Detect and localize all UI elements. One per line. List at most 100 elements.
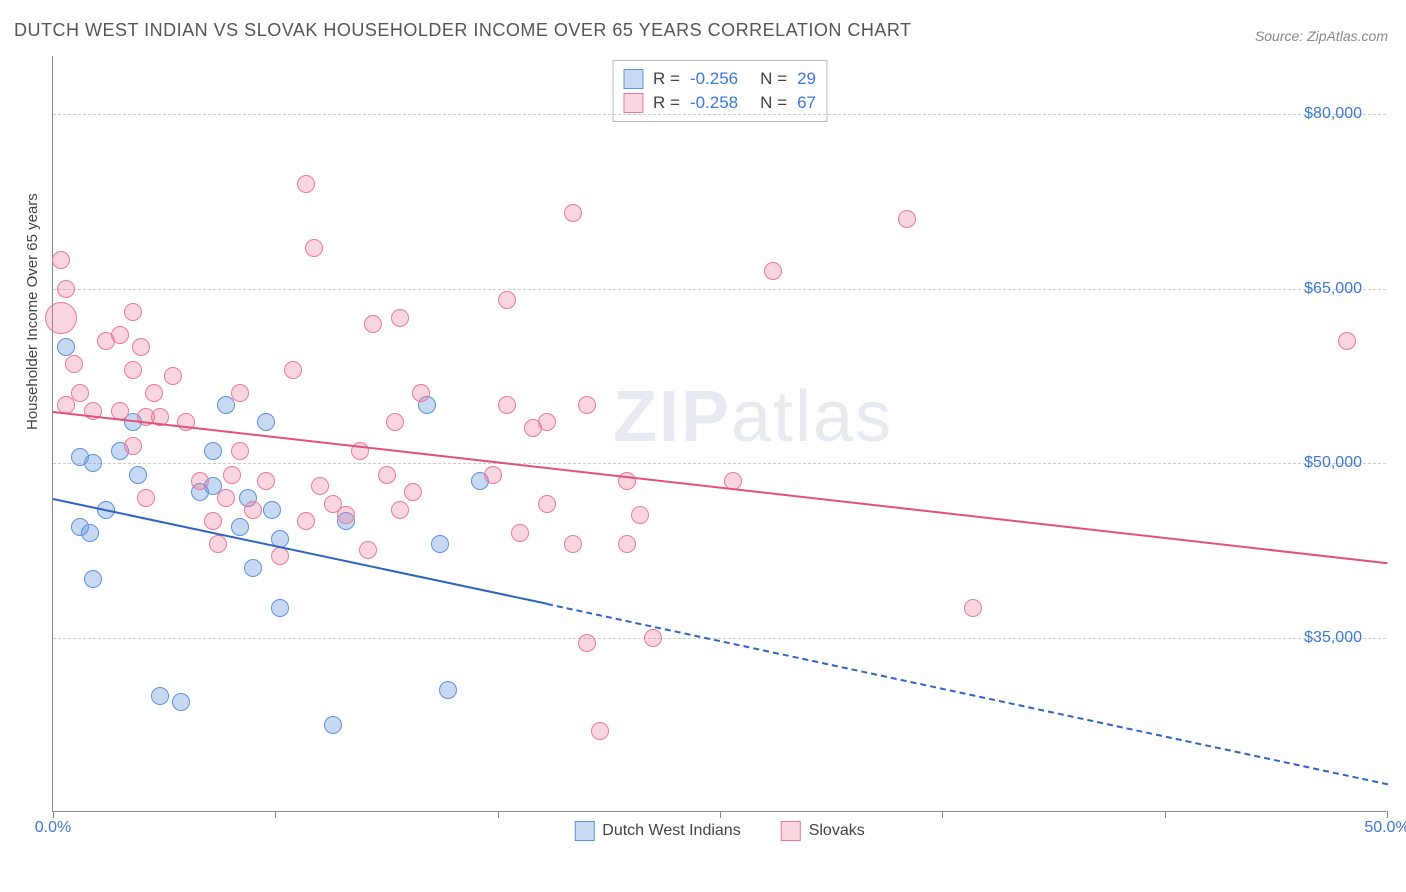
chart-plot-area: ZIPatlas R = -0.256N = 29R = -0.258N = 6…	[52, 56, 1386, 812]
scatter-point	[359, 541, 377, 559]
scatter-point	[284, 361, 302, 379]
scatter-point	[57, 338, 75, 356]
scatter-point	[898, 210, 916, 228]
legend-n-label: N =	[760, 67, 787, 91]
scatter-point	[257, 472, 275, 490]
x-tick	[942, 811, 943, 818]
y-axis-label: Householder Income Over 65 years	[24, 193, 41, 430]
scatter-point	[391, 501, 409, 519]
x-tick-label: 0.0%	[35, 819, 71, 837]
legend-r-label: R =	[653, 67, 680, 91]
y-tick-label: $35,000	[1304, 629, 1362, 647]
scatter-point	[431, 535, 449, 553]
scatter-point	[412, 384, 430, 402]
scatter-point	[618, 535, 636, 553]
scatter-point	[129, 466, 147, 484]
scatter-point	[271, 547, 289, 565]
x-tick	[1165, 811, 1166, 818]
scatter-point	[231, 442, 249, 460]
bottom-legend: Dutch West Indians Slovaks	[574, 821, 864, 841]
x-tick	[53, 811, 54, 818]
watermark-bold: ZIP	[613, 377, 731, 457]
legend-swatch	[781, 821, 801, 841]
scatter-point	[386, 413, 404, 431]
gridline-horizontal	[53, 114, 1386, 115]
legend-item: Dutch West Indians	[574, 821, 740, 841]
scatter-point	[172, 693, 190, 711]
scatter-point	[271, 599, 289, 617]
scatter-point	[231, 384, 249, 402]
scatter-point	[84, 454, 102, 472]
scatter-point	[337, 506, 355, 524]
gridline-horizontal	[53, 638, 1386, 639]
scatter-point	[964, 599, 982, 617]
scatter-point	[137, 489, 155, 507]
legend-swatch	[574, 821, 594, 841]
scatter-point	[231, 518, 249, 536]
scatter-point	[217, 489, 235, 507]
scatter-point	[145, 384, 163, 402]
scatter-point	[764, 262, 782, 280]
legend-stat-row: R = -0.258N = 67	[623, 91, 816, 115]
scatter-point	[297, 175, 315, 193]
scatter-point	[511, 524, 529, 542]
legend-label: Dutch West Indians	[602, 822, 740, 840]
scatter-point	[257, 413, 275, 431]
x-tick	[498, 811, 499, 818]
scatter-point	[111, 326, 129, 344]
scatter-point	[71, 384, 89, 402]
scatter-point	[52, 251, 70, 269]
scatter-point	[498, 291, 516, 309]
x-tick-label: 50.0%	[1364, 819, 1406, 837]
scatter-point	[305, 239, 323, 257]
scatter-point	[404, 483, 422, 501]
chart-title: DUTCH WEST INDIAN VS SLOVAK HOUSEHOLDER …	[14, 20, 912, 41]
source-attribution: Source: ZipAtlas.com	[1255, 28, 1388, 44]
y-tick-label: $65,000	[1304, 280, 1362, 298]
scatter-point	[164, 367, 182, 385]
scatter-point	[65, 355, 83, 373]
scatter-point	[124, 437, 142, 455]
scatter-point	[439, 681, 457, 699]
y-tick-label: $50,000	[1304, 454, 1362, 472]
scatter-point	[618, 472, 636, 490]
scatter-point	[324, 716, 342, 734]
scatter-point	[132, 338, 150, 356]
scatter-point	[244, 559, 262, 577]
gridline-horizontal	[53, 463, 1386, 464]
scatter-point	[151, 687, 169, 705]
scatter-point	[204, 512, 222, 530]
scatter-point	[263, 501, 281, 519]
legend-swatch	[623, 93, 643, 113]
scatter-point	[391, 309, 409, 327]
scatter-point	[209, 535, 227, 553]
scatter-point	[578, 634, 596, 652]
legend-stat-row: R = -0.256N = 29	[623, 67, 816, 91]
scatter-point	[81, 524, 99, 542]
legend-label: Slovaks	[809, 822, 865, 840]
scatter-point	[191, 472, 209, 490]
scatter-point	[1338, 332, 1356, 350]
scatter-point	[564, 204, 582, 222]
scatter-point	[124, 361, 142, 379]
scatter-point	[591, 722, 609, 740]
scatter-point	[538, 495, 556, 513]
legend-n-value: 29	[797, 67, 816, 91]
scatter-point	[498, 396, 516, 414]
scatter-point	[311, 477, 329, 495]
legend-stats-box: R = -0.256N = 29R = -0.258N = 67	[612, 60, 827, 122]
gridline-horizontal	[53, 289, 1386, 290]
y-tick-label: $80,000	[1304, 105, 1362, 123]
x-tick	[1387, 811, 1388, 818]
watermark-rest: atlas	[731, 377, 893, 457]
legend-r-value: -0.258	[690, 91, 738, 115]
watermark-text: ZIPatlas	[613, 376, 893, 458]
scatter-point	[297, 512, 315, 530]
scatter-point	[378, 466, 396, 484]
scatter-point	[223, 466, 241, 484]
scatter-point	[45, 302, 77, 334]
legend-swatch	[623, 69, 643, 89]
scatter-point	[631, 506, 649, 524]
legend-n-value: 67	[797, 91, 816, 115]
scatter-point	[564, 535, 582, 553]
